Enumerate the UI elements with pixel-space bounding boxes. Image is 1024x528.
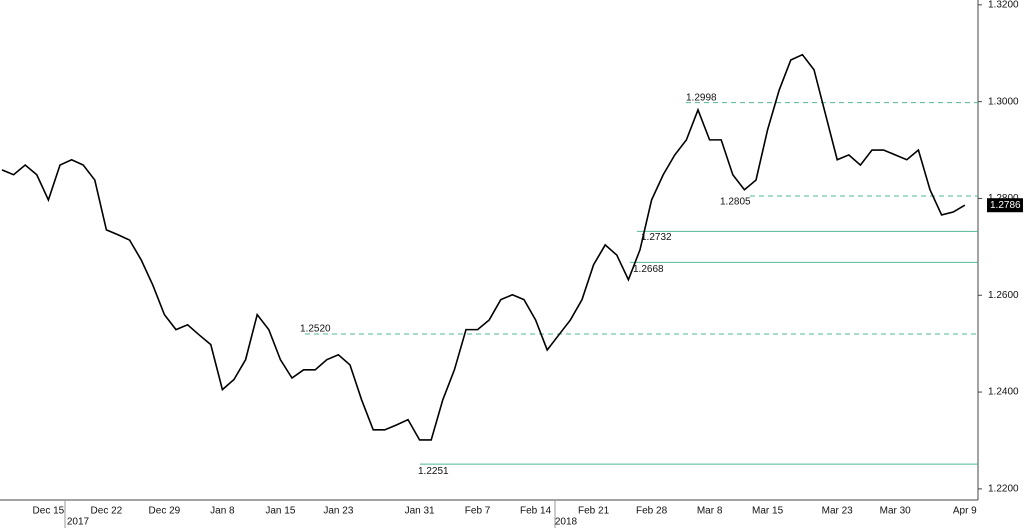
y-tick-label: 1.2200 [988,484,1019,495]
x-tick-label: Mar 23 [822,506,854,517]
y-tick-label: 1.2600 [988,290,1019,301]
last-price-label: 1.2786 [990,200,1021,211]
y-tick-label: 1.2400 [988,387,1019,398]
x-tick-label: Jan 23 [323,506,353,517]
level-label: 1.2998 [686,92,717,103]
x-tick-label: Dec 15 [33,506,65,517]
level-label: 1.2732 [641,232,672,243]
level-label: 1.2251 [418,466,449,477]
x-tick-label: Mar 15 [752,506,784,517]
x-tick-label: Feb 14 [520,506,552,517]
x-tick-label: Jan 8 [210,506,235,517]
y-tick-label: 1.3200 [988,0,1019,10]
x-tick-label: Dec 29 [149,506,181,517]
last-price-box [987,198,1023,213]
y-tick-label: 1.3000 [988,96,1019,107]
x-tick-label: Mar 30 [880,506,912,517]
year-label: 2018 [555,517,578,528]
x-tick-label: Jan 15 [265,506,295,517]
x-tick-label: Jan 31 [405,506,435,517]
x-tick-label: Mar 8 [697,506,723,517]
x-tick-label: Feb 21 [578,506,610,517]
x-tick-label: Feb 28 [636,506,668,517]
x-tick-label: Dec 22 [91,506,123,517]
level-label: 1.2805 [720,197,751,208]
year-label: 2017 [67,517,90,528]
level-label: 1.2668 [633,264,664,275]
level-label: 1.2520 [300,324,331,335]
x-tick-label: Apr 9 [953,506,977,517]
price-line [1,53,966,441]
x-tick-label: Feb 7 [465,506,491,517]
